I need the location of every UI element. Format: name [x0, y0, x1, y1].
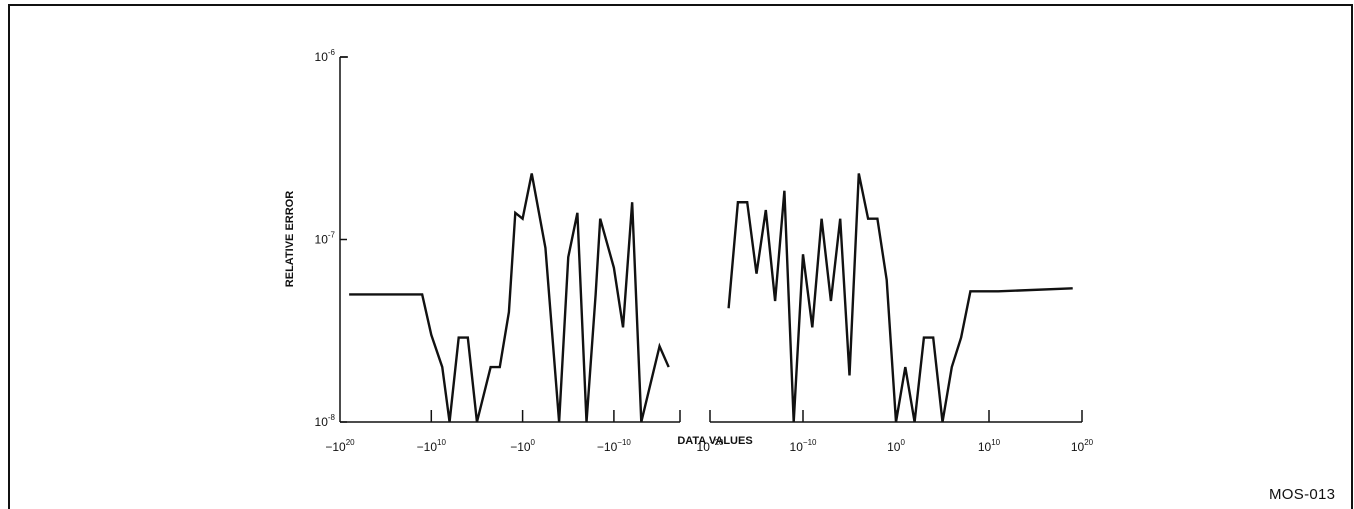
series-layer [349, 173, 1073, 423]
axes-layer [339, 56, 1082, 423]
y-tick-label: 10-8 [315, 413, 336, 429]
x-tick-label: 10−10 [790, 438, 817, 454]
x-tick-label: 10−20 [697, 438, 724, 454]
ticks-layer: 10-8 10-7 10-6 −1020 −1010 −100 −10−10 10−20 10−… [315, 48, 1094, 454]
x-tick-label: −100 [510, 438, 535, 454]
x-tick-label: 100 [887, 438, 905, 454]
figure-id-label: MOS-013 [1269, 486, 1336, 503]
x-tick-label: 1010 [978, 438, 1001, 454]
series-line-positive [727, 173, 1073, 423]
series-line-negative [349, 173, 670, 423]
y-tick-label: 10-7 [315, 231, 336, 247]
figure-frame [8, 4, 1353, 509]
x-tick-label: −1010 [417, 438, 447, 454]
x-tick-label: −10−10 [597, 438, 631, 454]
x-tick-label: 1020 [1071, 438, 1094, 454]
x-axis-title: DATA VALUES [677, 435, 752, 447]
x-tick-label: −1020 [325, 438, 355, 454]
y-tick-label: 10-6 [315, 48, 336, 64]
y-axis-title: RELATIVE ERROR [284, 191, 296, 287]
